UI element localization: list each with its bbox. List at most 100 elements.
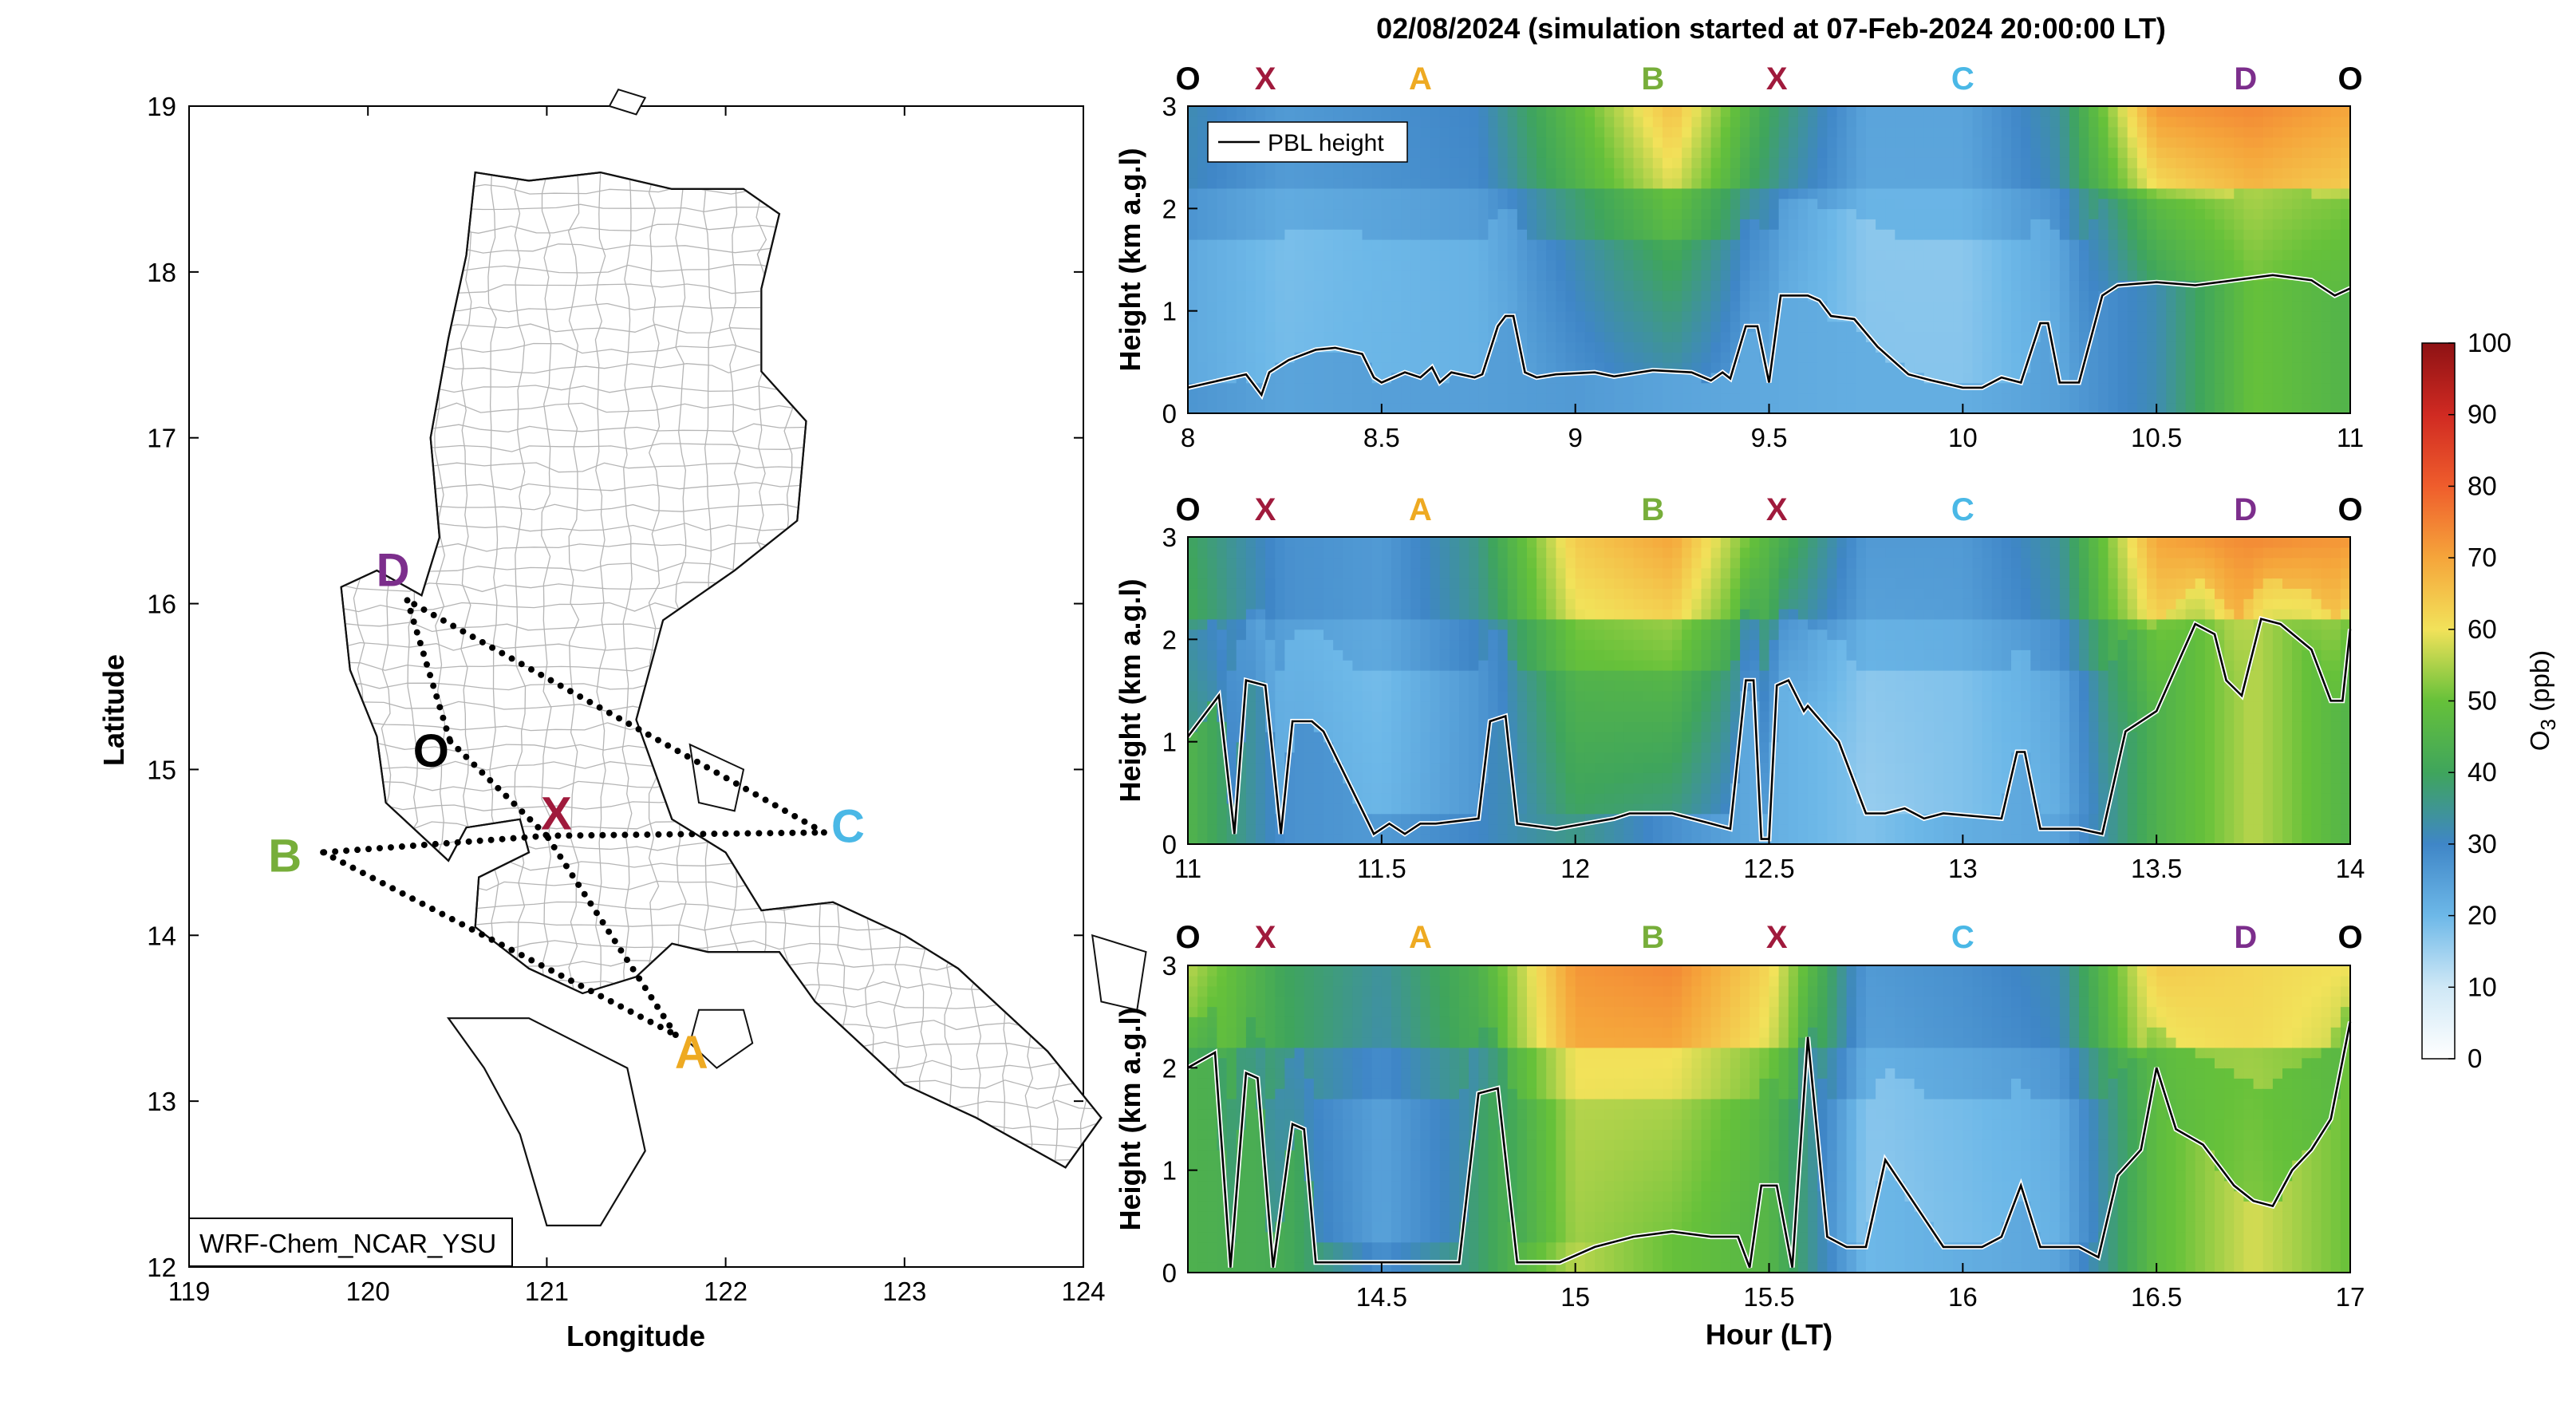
o3-cell <box>2079 168 2089 179</box>
o3-cell <box>1527 352 1537 363</box>
o3-cell <box>1710 341 1722 353</box>
o3-cell <box>1313 310 1324 322</box>
o3-cell <box>1565 147 1576 158</box>
o3-cell <box>1604 116 1615 128</box>
o3-cell <box>1410 557 1422 569</box>
o3-cell <box>1982 136 1993 148</box>
o3-cell <box>2040 341 2051 353</box>
o3-cell <box>1575 208 1586 219</box>
o3-cell <box>1895 290 1906 302</box>
o3-cell <box>1256 300 1266 312</box>
o3-cell <box>1556 290 1567 302</box>
o3-cell <box>1410 208 1422 219</box>
o3-cell <box>2311 270 2322 281</box>
o3-cell <box>1517 752 1528 764</box>
o3-cell <box>1256 834 1266 845</box>
o3-cell <box>1488 772 1499 783</box>
o3-cell <box>2195 208 2206 219</box>
o3-cell <box>1982 259 1993 271</box>
o3-cell <box>1488 280 1499 291</box>
o3-cell <box>1537 239 1547 251</box>
o3-cell <box>1410 618 1422 630</box>
o3-cell <box>1313 187 1324 199</box>
o3-cell <box>2302 177 2313 189</box>
o3-cell <box>2204 290 2215 302</box>
o3-cell <box>1972 290 1983 302</box>
o3-cell <box>1556 803 1567 815</box>
o3-cell <box>2030 168 2041 179</box>
o3-cell <box>2108 106 2119 117</box>
o3-cell <box>2059 280 2070 291</box>
o3-cell <box>1217 208 1228 219</box>
o3-cell <box>1507 639 1518 650</box>
o3-cell <box>1904 229 1915 240</box>
o3-cell <box>2127 136 2138 148</box>
o3-cell <box>1778 147 1789 158</box>
o3-cell <box>1304 547 1315 558</box>
o3-cell <box>1478 834 1489 845</box>
o3-cell <box>1904 352 1915 363</box>
o3-cell <box>1236 208 1247 219</box>
o3-cell <box>1672 208 1682 219</box>
o3-cell <box>1449 310 1460 322</box>
o3-cell <box>2234 116 2245 128</box>
o3-cell <box>1827 403 1838 414</box>
o3-cell <box>1197 701 1208 712</box>
o3-cell <box>1459 126 1469 138</box>
o3-cell <box>1923 270 1935 281</box>
o3-cell <box>1556 834 1567 845</box>
o3-cell <box>1972 229 1983 240</box>
o3-cell <box>1904 116 1915 128</box>
o3-cell <box>2001 239 2012 251</box>
o3-cell <box>1827 270 1838 281</box>
o3-cell <box>1584 578 1596 589</box>
o3-cell <box>2311 187 2322 199</box>
o3-cell <box>1575 792 1586 804</box>
o3-cell <box>1846 290 1857 302</box>
map-y-label: Latitude <box>97 654 130 766</box>
o3-cell <box>1614 300 1625 312</box>
o3-cell <box>1430 803 1441 815</box>
o3-cell <box>1236 300 1247 312</box>
o3-cell <box>1188 341 1198 353</box>
o3-cell <box>1672 341 1682 353</box>
o3-cell <box>1808 403 1818 414</box>
o3-cell <box>1459 290 1469 302</box>
o3-cell <box>1595 783 1605 794</box>
o3-cell <box>1313 198 1324 210</box>
o3-cell <box>1478 690 1489 702</box>
o3-cell <box>1420 382 1431 394</box>
o3-cell <box>1420 762 1431 773</box>
o3-cell <box>1672 147 1682 158</box>
o3-cell <box>1788 239 1799 251</box>
o3-cell <box>2108 310 2119 322</box>
o3-cell <box>1343 229 1354 240</box>
o3-cell <box>2176 126 2187 138</box>
o3-cell <box>1304 259 1315 271</box>
o3-cell <box>2147 157 2157 168</box>
o3-cell <box>1459 537 1469 548</box>
route-label-o: O <box>1175 61 1200 97</box>
o3-cell <box>1217 649 1228 661</box>
o3-cell <box>1420 629 1431 641</box>
o3-cell <box>1265 813 1276 825</box>
o3-cell <box>2243 198 2254 210</box>
o3-cell <box>1188 680 1198 692</box>
o3-cell <box>1207 382 1218 394</box>
route-segment-B-A <box>320 849 679 1038</box>
o3-cell <box>1217 219 1228 230</box>
o3-cell <box>1923 198 1935 210</box>
o3-cell <box>1430 669 1441 681</box>
o3-cell <box>1410 116 1422 128</box>
o3-cell <box>1769 219 1780 230</box>
o3-cell <box>1236 290 1247 302</box>
o3-cell <box>1197 618 1208 630</box>
o3-cell <box>1895 126 1906 138</box>
o3-cell <box>1527 762 1537 773</box>
o3-cell <box>2108 177 2119 189</box>
o3-cell <box>1595 731 1605 743</box>
o3-cell <box>1304 219 1315 230</box>
map-x-tick-label: 124 <box>1061 1277 1105 1306</box>
o3-cell <box>1623 259 1635 271</box>
o3-cell <box>1972 280 1983 291</box>
